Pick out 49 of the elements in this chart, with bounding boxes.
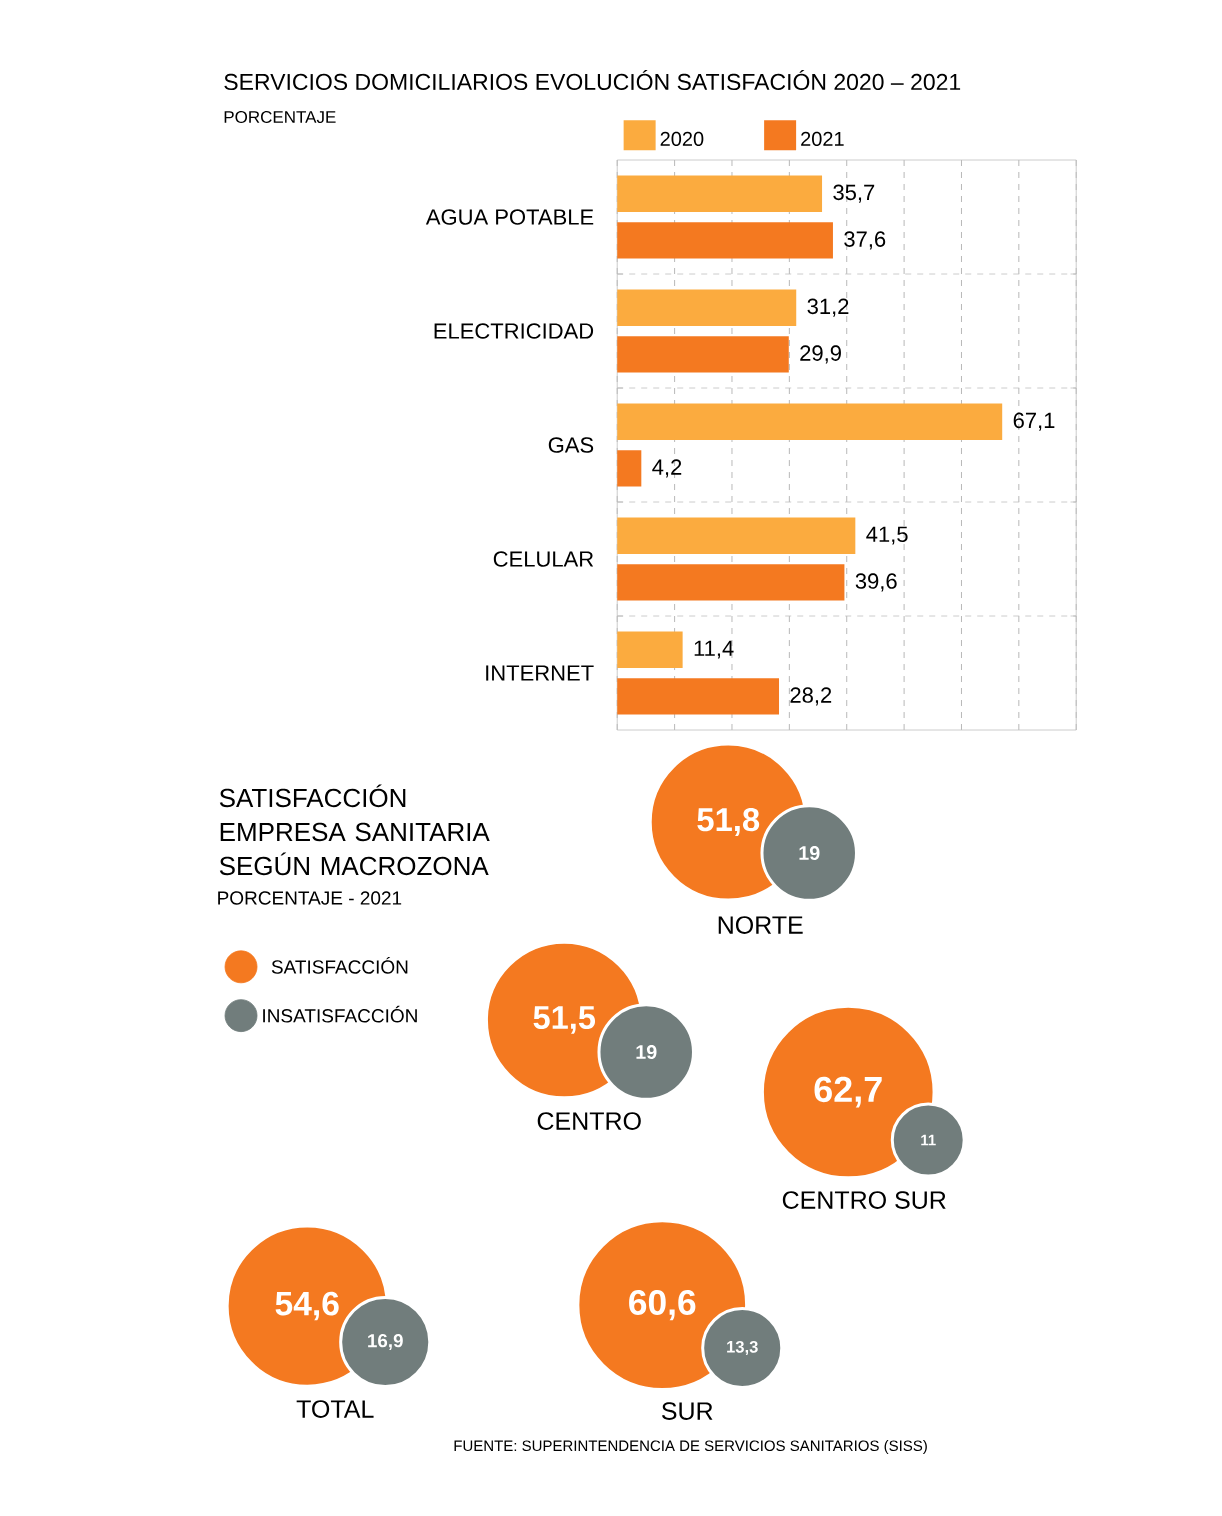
bar bbox=[617, 631, 683, 668]
data-label: 35,7 bbox=[833, 184, 875, 203]
source-note: FUENTE: SUPERINTENDENCIA DE SERVICIOS SANITARIOS (SISS) bbox=[454, 1440, 927, 1455]
data-label: 41,5 bbox=[866, 526, 908, 545]
chart-title: SERVICIOS DOMICILIARIOS EVOLUCIÓN SATISFACIÓN 2020 – 2021 bbox=[224, 69, 960, 91]
data-label: 31,2 bbox=[807, 298, 849, 317]
bar bbox=[617, 678, 779, 715]
category-label: CENTRO SUR bbox=[782, 1191, 946, 1209]
legend-label: SATISFACCIÓN bbox=[271, 957, 408, 974]
bar bbox=[617, 175, 822, 212]
data-label: 62,7 bbox=[814, 1076, 882, 1108]
bar bbox=[617, 517, 856, 554]
data-label: 28,2 bbox=[790, 687, 832, 706]
bar bbox=[617, 450, 642, 487]
legend-label: 2020 bbox=[660, 131, 704, 146]
data-label: 16,9 bbox=[368, 1334, 403, 1351]
y-tick-label: CELULAR bbox=[493, 551, 594, 567]
data-label: 19 bbox=[636, 1045, 657, 1060]
bar bbox=[617, 564, 845, 601]
data-label: 51,5 bbox=[533, 1006, 595, 1034]
text: SATISFACCIÓN EMPRESA SANITARIA SEGÚN MACROZONA bbox=[219, 784, 490, 876]
y-tick-label: AGUA POTABLE bbox=[425, 209, 594, 225]
data-label: 51,8 bbox=[697, 808, 760, 837]
data-label: 54,6 bbox=[275, 1291, 339, 1321]
category-label: SUR bbox=[661, 1402, 713, 1420]
category-label: NORTE bbox=[718, 916, 803, 934]
bar bbox=[617, 289, 797, 326]
data-label: 60,6 bbox=[628, 1289, 696, 1321]
data-label: 29,9 bbox=[800, 345, 841, 364]
y-tick-label: INTERNET bbox=[486, 665, 594, 681]
text: PORCENTAJE bbox=[224, 111, 336, 124]
category-label: CENTRO bbox=[537, 1112, 641, 1130]
y-tick-label: GAS bbox=[548, 437, 594, 453]
data-label: 13,3 bbox=[727, 1340, 758, 1356]
category-label: TOTAL bbox=[296, 1400, 374, 1418]
data-label: 39,6 bbox=[855, 573, 897, 592]
data-label: 4,2 bbox=[652, 459, 682, 478]
legend-label: INSATISFACCIÓN bbox=[263, 1005, 417, 1023]
bar bbox=[617, 403, 1003, 440]
data-label: 11 bbox=[921, 1134, 936, 1146]
bar bbox=[617, 222, 833, 259]
legend-label: 2021 bbox=[801, 131, 844, 146]
bar bbox=[617, 336, 789, 373]
text: PORCENTAJE - 2021 bbox=[218, 891, 402, 905]
data-label: 19 bbox=[799, 846, 820, 861]
data-label: 67,1 bbox=[1013, 412, 1055, 431]
y-tick-label: ELECTRICIDAD bbox=[434, 323, 593, 339]
data-label: 11,4 bbox=[694, 640, 734, 659]
data-label: 37,6 bbox=[844, 231, 886, 250]
